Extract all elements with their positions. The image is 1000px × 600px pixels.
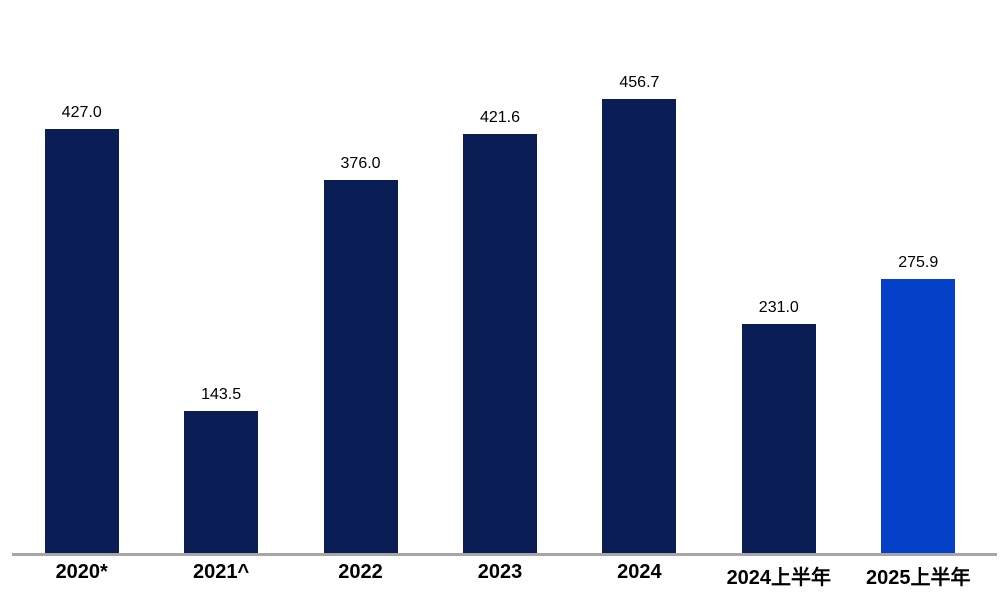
bar-column: 231.0 2024上半年	[709, 0, 848, 600]
bar	[881, 279, 956, 553]
x-axis-label: 2024上半年	[726, 567, 832, 589]
bar-value-label: 456.7	[619, 74, 660, 91]
bar-column: 427.0 2020*	[12, 0, 151, 600]
x-axis-label: 2023	[477, 561, 523, 583]
bar-value-label: 376.0	[340, 155, 381, 172]
x-axis-label: 2025上半年	[865, 567, 971, 589]
x-axis-label: 2021^	[193, 561, 250, 583]
bar	[323, 180, 398, 553]
bar-value-label: 231.0	[758, 299, 799, 316]
bar-column: 143.5 2021^	[151, 0, 290, 600]
bar-value-label: 421.6	[479, 109, 520, 126]
x-axis-label: 2020*	[55, 561, 108, 583]
bar-column: 376.0 2022	[291, 0, 430, 600]
bar-column: 456.7 2024	[570, 0, 709, 600]
bar-column: 421.6 2023	[430, 0, 569, 600]
bar	[741, 324, 816, 553]
bar-value-label: 143.5	[201, 386, 242, 403]
plot-area: 427.0 2020* 143.5 2021^ 376.0 2022 421.6 2023 45…	[12, 0, 988, 600]
bar	[44, 129, 119, 553]
bar-column: 275.9 2025上半年	[849, 0, 988, 600]
bar	[602, 99, 677, 553]
x-axis-label: 2024	[617, 561, 662, 583]
bar	[184, 411, 259, 553]
x-axis-label: 2022	[338, 561, 383, 583]
bar	[462, 134, 537, 553]
bar-value-label: 427.0	[61, 104, 102, 121]
bar-value-label: 275.9	[898, 254, 939, 271]
x-axis-line	[12, 553, 997, 556]
